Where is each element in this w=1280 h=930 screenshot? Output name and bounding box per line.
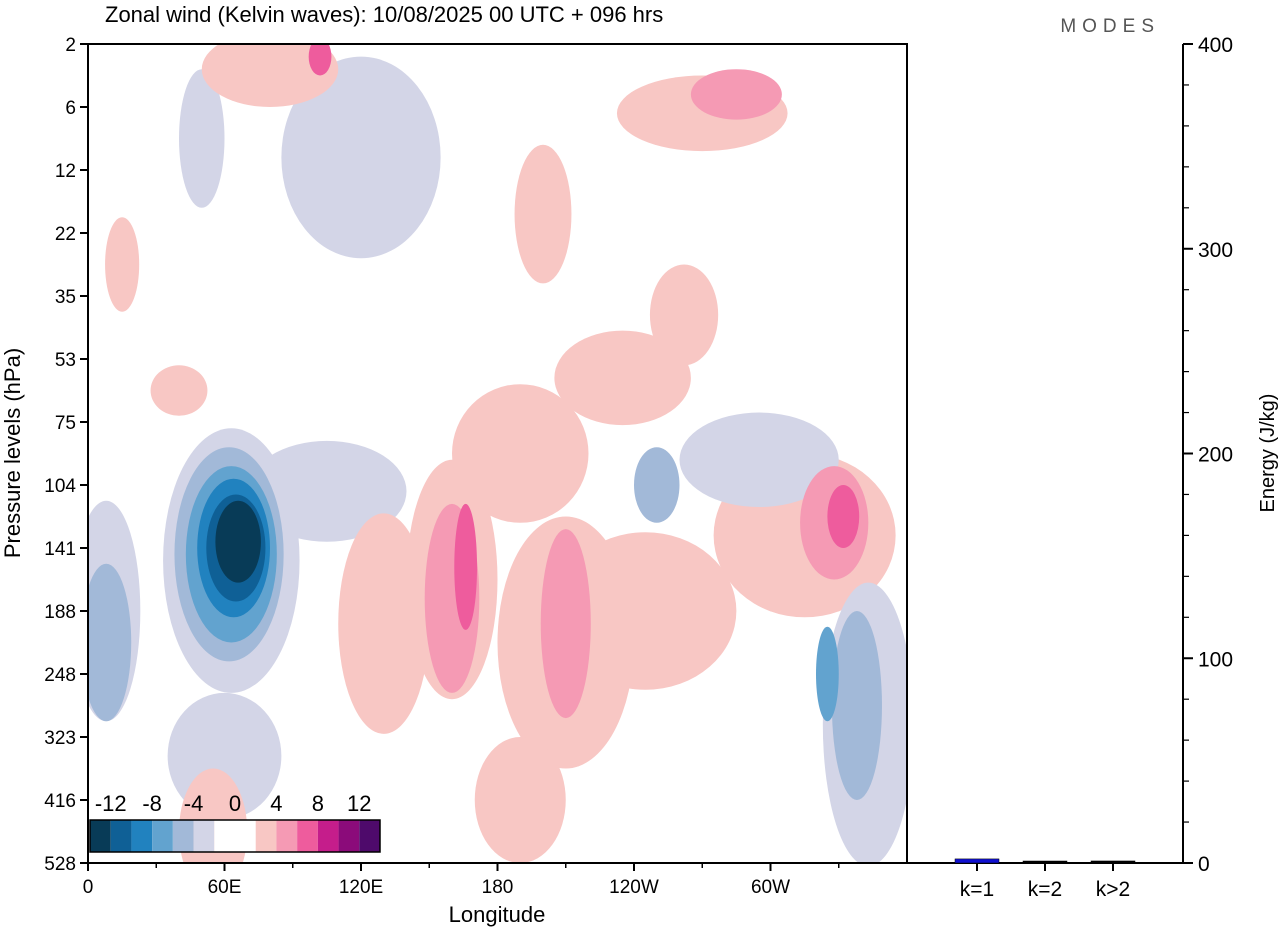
y-tick-label: 104 bbox=[44, 476, 76, 497]
y-tick-label: 2 bbox=[65, 35, 76, 56]
colorbar-swatch bbox=[110, 820, 132, 852]
y-tick-label: 416 bbox=[44, 791, 76, 812]
colorbar-label: 8 bbox=[312, 791, 324, 816]
modes-logo: MODES bbox=[1060, 16, 1160, 37]
wind-anomaly-region bbox=[816, 626, 839, 722]
wind-anomaly-region bbox=[281, 56, 441, 259]
energy-tick-label: 200 bbox=[1198, 444, 1233, 467]
wind-anomaly-region bbox=[827, 485, 860, 548]
energy-tick-label: 100 bbox=[1198, 648, 1233, 671]
y-tick-label: 141 bbox=[44, 539, 76, 560]
wind-anomaly-region bbox=[338, 513, 430, 734]
wind-anomaly-region bbox=[150, 365, 208, 416]
y-tick-label: 248 bbox=[44, 665, 76, 686]
colorbar-swatch bbox=[90, 820, 111, 852]
colorbar-label: -4 bbox=[184, 791, 204, 816]
energy-axis-label: Energy (J/kg) bbox=[1257, 394, 1279, 513]
y-axis: 2 6 12 22 35 53 75 104 141 188 248 323 416 528 bbox=[44, 35, 88, 875]
y-tick-label: 12 bbox=[55, 161, 76, 182]
x-axis: 0 60E 120E 180 120W 60W bbox=[83, 863, 840, 898]
wind-anomaly-region bbox=[554, 532, 737, 690]
energy-category-label: k=1 bbox=[960, 878, 994, 901]
wind-anomaly-region bbox=[634, 447, 680, 523]
colorbar-swatch bbox=[172, 820, 194, 852]
y-tick-label: 53 bbox=[55, 350, 76, 371]
x-tick-label: 60E bbox=[208, 877, 242, 898]
energy-tick-label: 300 bbox=[1198, 239, 1233, 262]
energy-panel: 0 100 200 300 400 k=1 k=2 k>2 bbox=[954, 34, 1233, 901]
energy-category-label: k>2 bbox=[1096, 878, 1130, 901]
colorbar-label: -12 bbox=[95, 791, 127, 816]
colorbar-frame bbox=[89, 819, 381, 853]
wind-anomaly-region bbox=[679, 412, 839, 508]
y-tick-label: 6 bbox=[65, 98, 76, 119]
x-tick-label: 0 bbox=[83, 877, 94, 898]
y-tick-label: 528 bbox=[44, 854, 76, 875]
wind-anomaly-region bbox=[308, 44, 332, 76]
wind-anomaly-region bbox=[454, 503, 478, 630]
wind-anomaly-region bbox=[514, 144, 572, 284]
colorbar-label: 12 bbox=[347, 791, 371, 816]
wind-anomaly-region bbox=[540, 529, 591, 719]
energy-category-label: k=2 bbox=[1028, 878, 1062, 901]
y-tick-label: 188 bbox=[44, 602, 76, 623]
y-axis-label: Pressure levels (hPa) bbox=[0, 348, 25, 558]
x-tick-label: 120E bbox=[339, 877, 383, 898]
energy-bar bbox=[954, 858, 1000, 864]
colorbar-label: 0 bbox=[229, 791, 241, 816]
wind-anomaly-region bbox=[690, 69, 782, 120]
wind-anomaly-region bbox=[105, 217, 140, 312]
wind-field bbox=[88, 44, 907, 863]
colorbar-swatch bbox=[359, 820, 380, 852]
y-tick-label: 22 bbox=[55, 224, 76, 245]
wind-anomaly-region bbox=[649, 264, 719, 366]
energy-bar bbox=[1022, 860, 1068, 864]
colorbar-swatch bbox=[193, 820, 215, 852]
colorbar-label: 4 bbox=[270, 791, 282, 816]
colorbar-swatch bbox=[131, 820, 153, 852]
wind-anomaly-region bbox=[88, 563, 132, 722]
colorbar-swatch bbox=[276, 820, 298, 852]
wind-anomaly-region bbox=[201, 44, 339, 107]
colorbar-swatch bbox=[297, 820, 318, 852]
x-tick-label: 60W bbox=[751, 877, 790, 898]
colorbar-swatch bbox=[338, 820, 360, 852]
colorbar-swatch bbox=[317, 820, 339, 852]
colorbar: -12 -8 -4 0 4 8 12 bbox=[89, 791, 381, 853]
colorbar-swatch bbox=[235, 820, 256, 852]
x-axis-label: Longitude bbox=[449, 902, 546, 927]
x-tick-label: 120W bbox=[609, 877, 659, 898]
wind-anomaly-region bbox=[247, 440, 407, 542]
energy-tick-label: 0 bbox=[1198, 853, 1210, 876]
y-tick-label: 323 bbox=[44, 728, 76, 749]
wind-anomaly-region bbox=[474, 737, 566, 863]
colorbar-swatch bbox=[214, 820, 235, 852]
x-tick-label: 180 bbox=[482, 877, 514, 898]
wind-anomaly-region bbox=[554, 330, 691, 426]
wind-anomaly-region bbox=[179, 69, 225, 208]
wind-anomaly-region bbox=[831, 611, 882, 800]
energy-bar bbox=[1090, 860, 1136, 864]
colorbar-label: -8 bbox=[142, 791, 162, 816]
colorbar-swatch bbox=[152, 820, 173, 852]
y-tick-label: 75 bbox=[55, 413, 76, 434]
colorbar-swatch bbox=[255, 820, 277, 852]
wind-anomaly-region bbox=[452, 384, 589, 523]
energy-tick-label: 400 bbox=[1198, 34, 1233, 57]
y-tick-label: 35 bbox=[55, 287, 76, 308]
wind-anomaly-region bbox=[215, 500, 261, 583]
chart-title: Zonal wind (Kelvin waves): 10/08/2025 00… bbox=[105, 2, 663, 27]
